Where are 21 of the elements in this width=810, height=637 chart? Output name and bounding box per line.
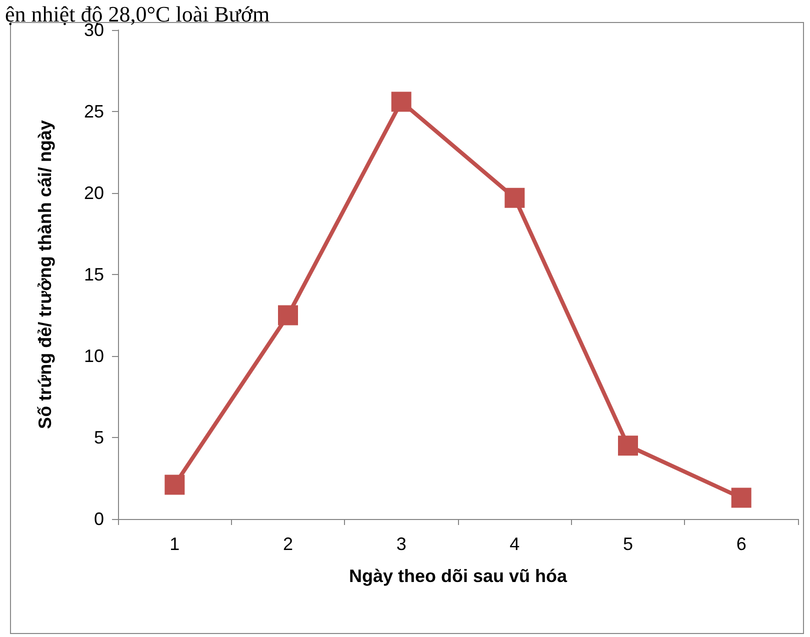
- y-axis-title: Số trứng đẻ/ trưởng thành cái/ ngày: [35, 120, 55, 429]
- x-tick-label: 6: [736, 534, 746, 554]
- point: [391, 92, 412, 112]
- y-tick-label: 20: [84, 183, 104, 203]
- point: [618, 436, 638, 456]
- x-tick-label: 5: [622, 534, 634, 554]
- x-axis-title: Ngày theo dõi sau vũ hóa: [348, 566, 568, 586]
- y-tick-label: 15: [84, 264, 104, 284]
- x-tick-label: 3: [396, 534, 406, 554]
- y-tick-label: 25: [84, 102, 104, 122]
- y-tick-label: 10: [84, 346, 104, 366]
- point: [731, 488, 752, 508]
- point: [164, 474, 185, 495]
- chart-title: ện nhiệt độ 28,0°C loài Bướm: [5, 2, 270, 26]
- x-tick-label: 2: [282, 534, 294, 554]
- x-tick-label: 4: [510, 534, 520, 554]
- point: [504, 188, 525, 208]
- y-tick-label: 0: [94, 509, 104, 529]
- y-tick-label: 5: [94, 428, 104, 448]
- x-tick-label: 1: [170, 534, 180, 554]
- point: [278, 305, 298, 326]
